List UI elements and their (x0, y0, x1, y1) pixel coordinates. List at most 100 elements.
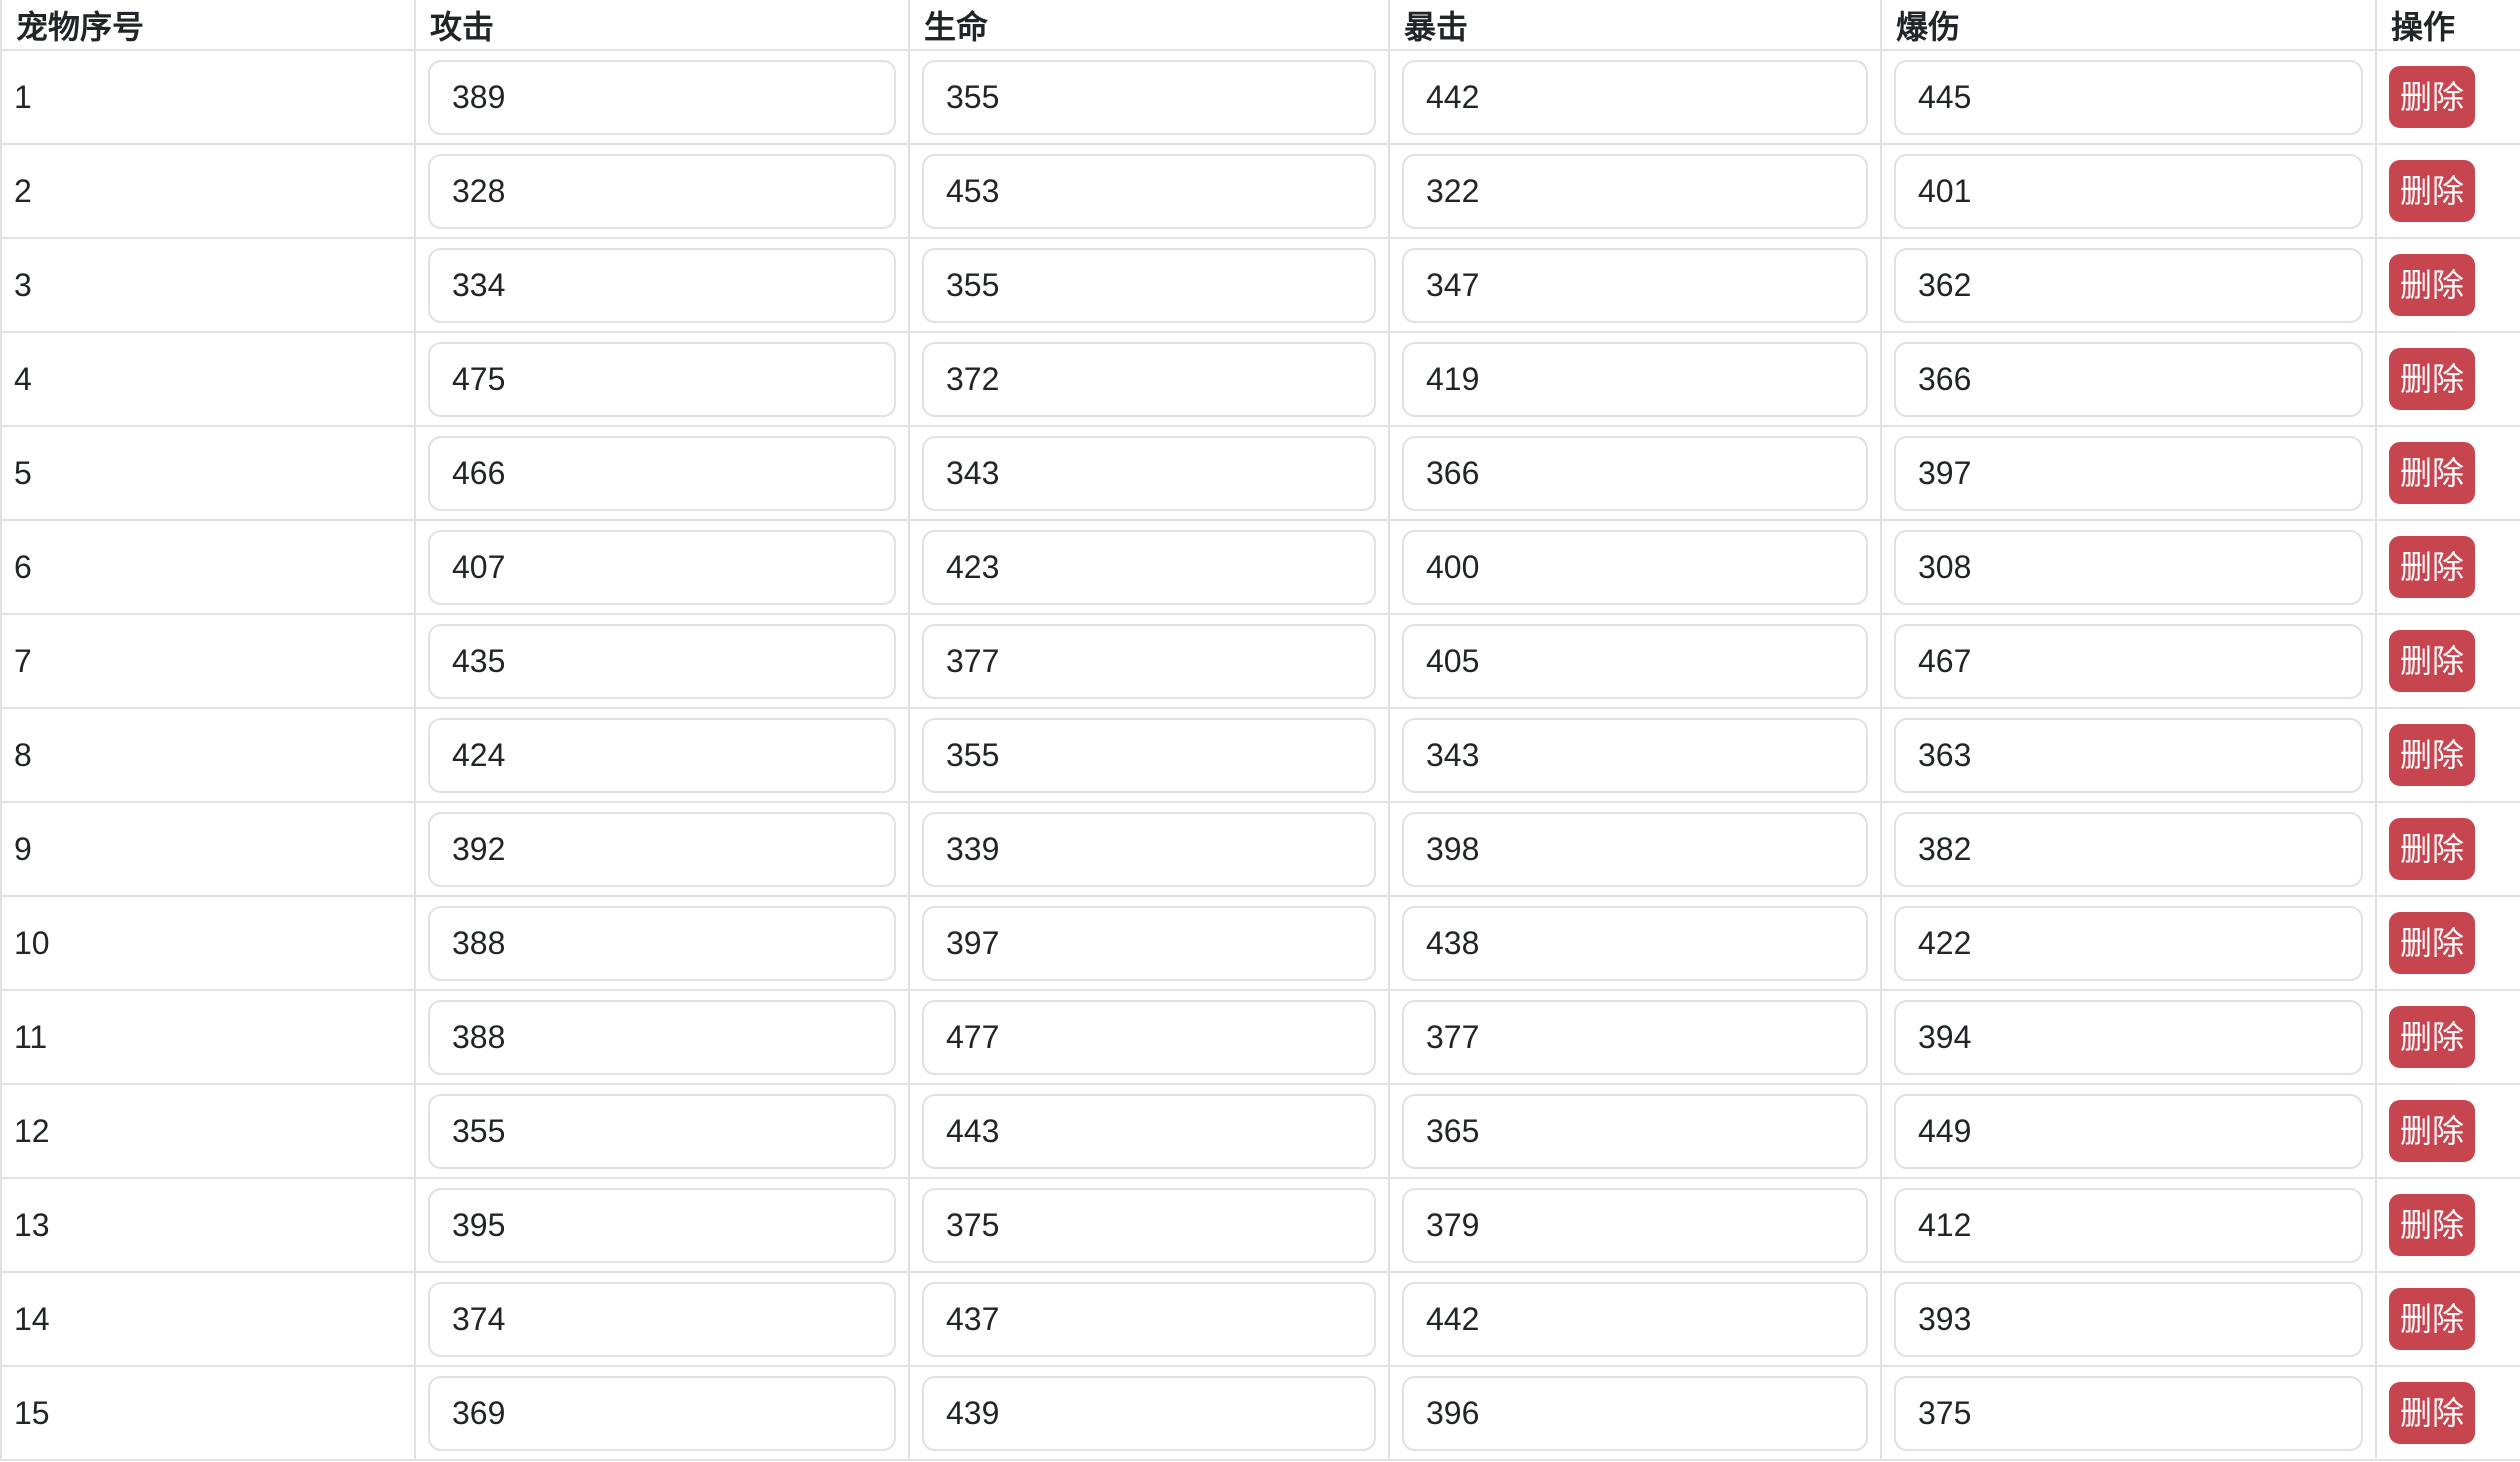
hp-cell (908, 1177, 1390, 1273)
attack-input[interactable] (428, 811, 896, 887)
hp-input[interactable] (922, 1281, 1376, 1357)
delete-button[interactable]: 删除 (2389, 818, 2476, 880)
crit-damage-cell (1880, 1177, 2377, 1273)
delete-button[interactable]: 删除 (2389, 1100, 2476, 1162)
crit-damage-input[interactable] (1894, 59, 2363, 135)
crit-damage-input[interactable] (1894, 1281, 2363, 1357)
hp-input[interactable] (922, 717, 1376, 793)
delete-button[interactable]: 删除 (2389, 536, 2476, 598)
crit-damage-input[interactable] (1894, 1187, 2363, 1263)
hp-cell (908, 707, 1390, 803)
crit-damage-input[interactable] (1894, 529, 2363, 605)
actions-cell: 删除 (2375, 1083, 2520, 1179)
attack-input[interactable] (428, 59, 896, 135)
attack-input[interactable] (428, 1187, 896, 1263)
hp-input[interactable] (922, 341, 1376, 417)
hp-input[interactable] (922, 905, 1376, 981)
crit-input[interactable] (1402, 1187, 1868, 1263)
hp-input[interactable] (922, 1375, 1376, 1451)
crit-damage-input[interactable] (1894, 811, 2363, 887)
hp-input[interactable] (922, 1187, 1376, 1263)
pet-index-cell: 1 (0, 49, 416, 145)
actions-cell: 删除 (2375, 801, 2520, 897)
hp-cell (908, 143, 1390, 239)
hp-input[interactable] (922, 529, 1376, 605)
crit-damage-input[interactable] (1894, 1093, 2363, 1169)
hp-cell (908, 519, 1390, 615)
crit-damage-input[interactable] (1894, 999, 2363, 1075)
crit-input[interactable] (1402, 717, 1868, 793)
attack-input[interactable] (428, 1375, 896, 1451)
crit-cell (1388, 801, 1882, 897)
crit-input[interactable] (1402, 1093, 1868, 1169)
pet-index-cell: 11 (0, 989, 416, 1085)
crit-damage-input[interactable] (1894, 1375, 2363, 1451)
crit-input[interactable] (1402, 1281, 1868, 1357)
crit-input[interactable] (1402, 341, 1868, 417)
crit-damage-input[interactable] (1894, 153, 2363, 229)
hp-input[interactable] (922, 811, 1376, 887)
column-header-hp: 生命 (908, 0, 1390, 51)
attack-input[interactable] (428, 529, 896, 605)
attack-input[interactable] (428, 1093, 896, 1169)
attack-input[interactable] (428, 905, 896, 981)
delete-button[interactable]: 删除 (2389, 1288, 2476, 1350)
crit-damage-cell (1880, 331, 2377, 427)
crit-input[interactable] (1402, 153, 1868, 229)
hp-input[interactable] (922, 1093, 1376, 1169)
crit-cell (1388, 1083, 1882, 1179)
hp-input[interactable] (922, 999, 1376, 1075)
delete-button[interactable]: 删除 (2389, 1194, 2476, 1256)
actions-cell: 删除 (2375, 613, 2520, 709)
table-row: 9 删除 (0, 801, 2520, 897)
attack-input[interactable] (428, 999, 896, 1075)
crit-damage-input[interactable] (1894, 905, 2363, 981)
crit-input[interactable] (1402, 529, 1868, 605)
delete-button[interactable]: 删除 (2389, 442, 2476, 504)
crit-damage-input[interactable] (1894, 341, 2363, 417)
hp-input[interactable] (922, 153, 1376, 229)
attack-input[interactable] (428, 435, 896, 511)
crit-input[interactable] (1402, 905, 1868, 981)
attack-input[interactable] (428, 1281, 896, 1357)
hp-input[interactable] (922, 435, 1376, 511)
crit-input[interactable] (1402, 999, 1868, 1075)
attack-cell (414, 989, 910, 1085)
delete-button[interactable]: 删除 (2389, 254, 2476, 316)
crit-input[interactable] (1402, 247, 1868, 323)
actions-cell: 删除 (2375, 331, 2520, 427)
delete-button[interactable]: 删除 (2389, 160, 2476, 222)
delete-button[interactable]: 删除 (2389, 724, 2476, 786)
delete-button[interactable]: 删除 (2389, 66, 2476, 128)
hp-input[interactable] (922, 247, 1376, 323)
crit-damage-cell (1880, 425, 2377, 521)
delete-button[interactable]: 删除 (2389, 1006, 2476, 1068)
table-row: 12 删除 (0, 1083, 2520, 1179)
hp-cell (908, 1365, 1390, 1461)
hp-input[interactable] (922, 623, 1376, 699)
attack-input[interactable] (428, 717, 896, 793)
attack-input[interactable] (428, 247, 896, 323)
crit-damage-input[interactable] (1894, 435, 2363, 511)
crit-input[interactable] (1402, 811, 1868, 887)
attack-input[interactable] (428, 341, 896, 417)
attack-cell (414, 1271, 910, 1367)
crit-damage-input[interactable] (1894, 247, 2363, 323)
crit-input[interactable] (1402, 1375, 1868, 1451)
crit-damage-input[interactable] (1894, 623, 2363, 699)
delete-button[interactable]: 删除 (2389, 348, 2476, 410)
hp-input[interactable] (922, 59, 1376, 135)
crit-damage-cell (1880, 707, 2377, 803)
delete-button[interactable]: 删除 (2389, 630, 2476, 692)
delete-button[interactable]: 删除 (2389, 912, 2476, 974)
attack-input[interactable] (428, 153, 896, 229)
crit-input[interactable] (1402, 623, 1868, 699)
delete-button[interactable]: 删除 (2389, 1382, 2476, 1444)
pet-index-cell: 14 (0, 1271, 416, 1367)
crit-input[interactable] (1402, 435, 1868, 511)
actions-cell: 删除 (2375, 519, 2520, 615)
attack-input[interactable] (428, 623, 896, 699)
crit-input[interactable] (1402, 59, 1868, 135)
hp-cell (908, 895, 1390, 991)
crit-damage-input[interactable] (1894, 717, 2363, 793)
